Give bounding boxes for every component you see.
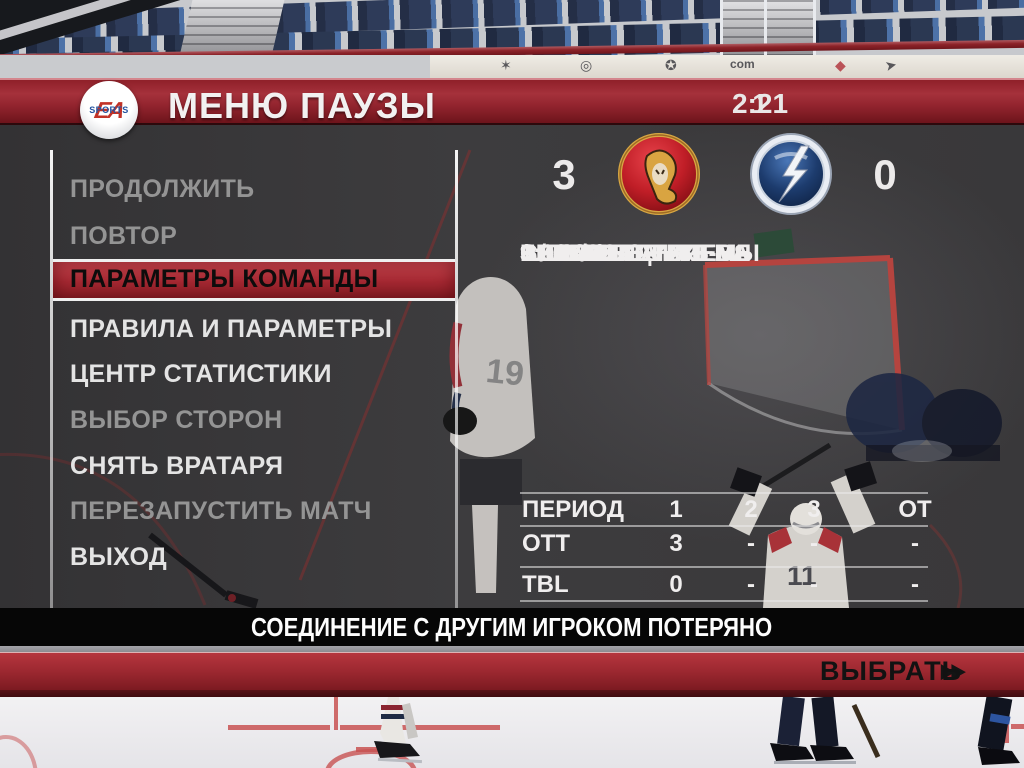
menu-panel-border-left [50, 150, 53, 608]
ea-sports-text: SPORTS [89, 105, 129, 115]
menu-item-pull-goalie[interactable]: СНЯТЬ ВРАТАРЯ [70, 452, 284, 480]
faceoff-line [334, 697, 338, 730]
faceoff-hash [356, 747, 388, 752]
action-bar[interactable]: ▶▶ ВЫБРАТЬ [0, 652, 1024, 690]
stat-label: ВРЕМЯ В АТАКЕ [520, 240, 711, 267]
stat-home-value: 0:00 [520, 240, 567, 267]
faceoff-hash [228, 725, 330, 730]
away-score: 0 [873, 151, 897, 198]
svg-text:19: 19 [484, 352, 526, 394]
player-legs-white [374, 697, 423, 764]
page-title: МЕНЮ ПАУЗЫ [168, 85, 436, 126]
stat-away-value: 2:00 [559, 240, 606, 267]
menu-item-continue[interactable]: ПРОДОЛЖИТЬ [70, 175, 255, 203]
faceoff-hash [1011, 724, 1024, 729]
stat-home-value: 9 [520, 240, 534, 267]
period-indicator: 1 [752, 88, 768, 119]
stat-away-value: 0 / 0 [560, 240, 607, 267]
arena-stands: ✶ ◎ ✪ com ◆ ➤ [0, 0, 1024, 78]
player-legs-dark [770, 697, 881, 764]
ottawa-senators-logo [617, 132, 701, 216]
stat-label: ВБРАСЫВАНИЯ [520, 240, 709, 267]
ad-board: ✶ ◎ ✪ com ◆ ➤ [0, 55, 1024, 78]
stat-label: РЕАЛИЗАЦИЯ Б-ВА [520, 240, 750, 267]
table-divider [520, 566, 928, 568]
ad-logo-icon: ✶ [500, 57, 512, 73]
ice-rink [0, 697, 1024, 768]
notice-text: СОЕДИНЕНИЕ С ДРУГИМ ИГРОКОМ ПОТЕРЯНО [251, 611, 773, 642]
table-divider [520, 492, 928, 494]
divider-strip [0, 646, 1024, 652]
menu-item-stats-center[interactable]: ЦЕНТР СТАТИСТИКИ [70, 360, 332, 388]
home-score: 3 [552, 151, 576, 198]
ea-sports-logo: EA SPORTS [80, 81, 138, 139]
stat-away-value: 1:41 [559, 240, 606, 267]
time-remaining: 2:21 [731, 88, 789, 119]
team-abbrev: TBL [522, 571, 569, 598]
tampa-bay-lightning-logo [749, 132, 833, 216]
team-abbrev: OTT [522, 530, 570, 557]
menu-item-rules-settings[interactable]: ПРАВИЛА И ПАРАМЕТРЫ [70, 315, 393, 343]
pause-menu-header: EA SPORTS МЕНЮ ПАУЗЫ 1 2:21 [0, 78, 1024, 139]
player-legs-corner [977, 697, 1020, 765]
menu-item-team-settings[interactable]: ПАРАМЕТРЫ КОМАНДЫ [53, 259, 455, 301]
goal-net [703, 228, 905, 436]
period-score-table: ПЕРИОД 1 2 3 ОТ OTT 3 - - - TBL 0 - - - [520, 492, 932, 608]
ad-board-panel: ✶ ◎ ✪ com ◆ ➤ [430, 55, 1024, 78]
rink-background-scene: 19 11 [0, 149, 1002, 608]
table-divider [520, 600, 928, 602]
period-row-home: OTT 3 - - - [522, 530, 919, 557]
ad-swoosh-icon: ➤ [883, 55, 899, 75]
stat-label: БРОСКИ [520, 240, 620, 267]
select-arrows-icon: ▶▶ [940, 659, 966, 684]
faceoff-hash [340, 725, 500, 730]
menu-item-restart-match[interactable]: ПЕРЕЗАПУСТИТЬ МАТЧ [70, 497, 372, 525]
ad-text: com [730, 57, 755, 71]
ad-logo-icon: ✪ [665, 57, 677, 73]
stat-away-value: 18 [579, 240, 606, 267]
stat-away-value: 3 [592, 240, 606, 267]
stat-home-value: 3:11 [520, 240, 566, 267]
hockey-stick [148, 532, 259, 608]
stat-home-value: 1 / 1 [520, 240, 566, 267]
stat-home-value: 3 [520, 240, 534, 267]
ad-logo-icon: ◎ [580, 57, 593, 73]
menu-item-replay[interactable]: ПОВТОР [70, 222, 178, 250]
action-bar-shadow [0, 690, 1024, 697]
menu-item-exit[interactable]: ВЫХОД [70, 543, 167, 571]
player-sprite-19: 19 [443, 276, 535, 593]
menu-item-side-select[interactable]: ВЫБОР СТОРОН [70, 406, 283, 434]
pause-menu-body: 19 11 [0, 125, 1024, 608]
svg-text:11: 11 [787, 560, 817, 591]
period-row-away: TBL 0 - - - [522, 571, 919, 598]
stat-away-value: 5 [592, 240, 606, 267]
stat-label: ШТРАФНОЕ ВРЕМЯ [520, 240, 751, 267]
goalie-sprite [846, 373, 1002, 462]
select-button-label: ВЫБРАТЬ [819, 656, 962, 686]
stairs [179, 0, 285, 58]
table-divider [520, 525, 928, 527]
stat-home-value: 9 [520, 240, 534, 267]
notice-bar: СОЕДИНЕНИЕ С ДРУГИМ ИГРОКОМ ПОТЕРЯНО [0, 608, 1024, 646]
ad-logo-icon: ◆ [835, 57, 846, 73]
rink-circle-arc [0, 735, 38, 768]
stat-label: СИЛОВЫЕ ПРИЕМЫ [520, 240, 760, 267]
period-header-row: ПЕРИОД 1 2 3 ОТ [522, 496, 932, 523]
menu-panel-border-right [455, 150, 458, 608]
